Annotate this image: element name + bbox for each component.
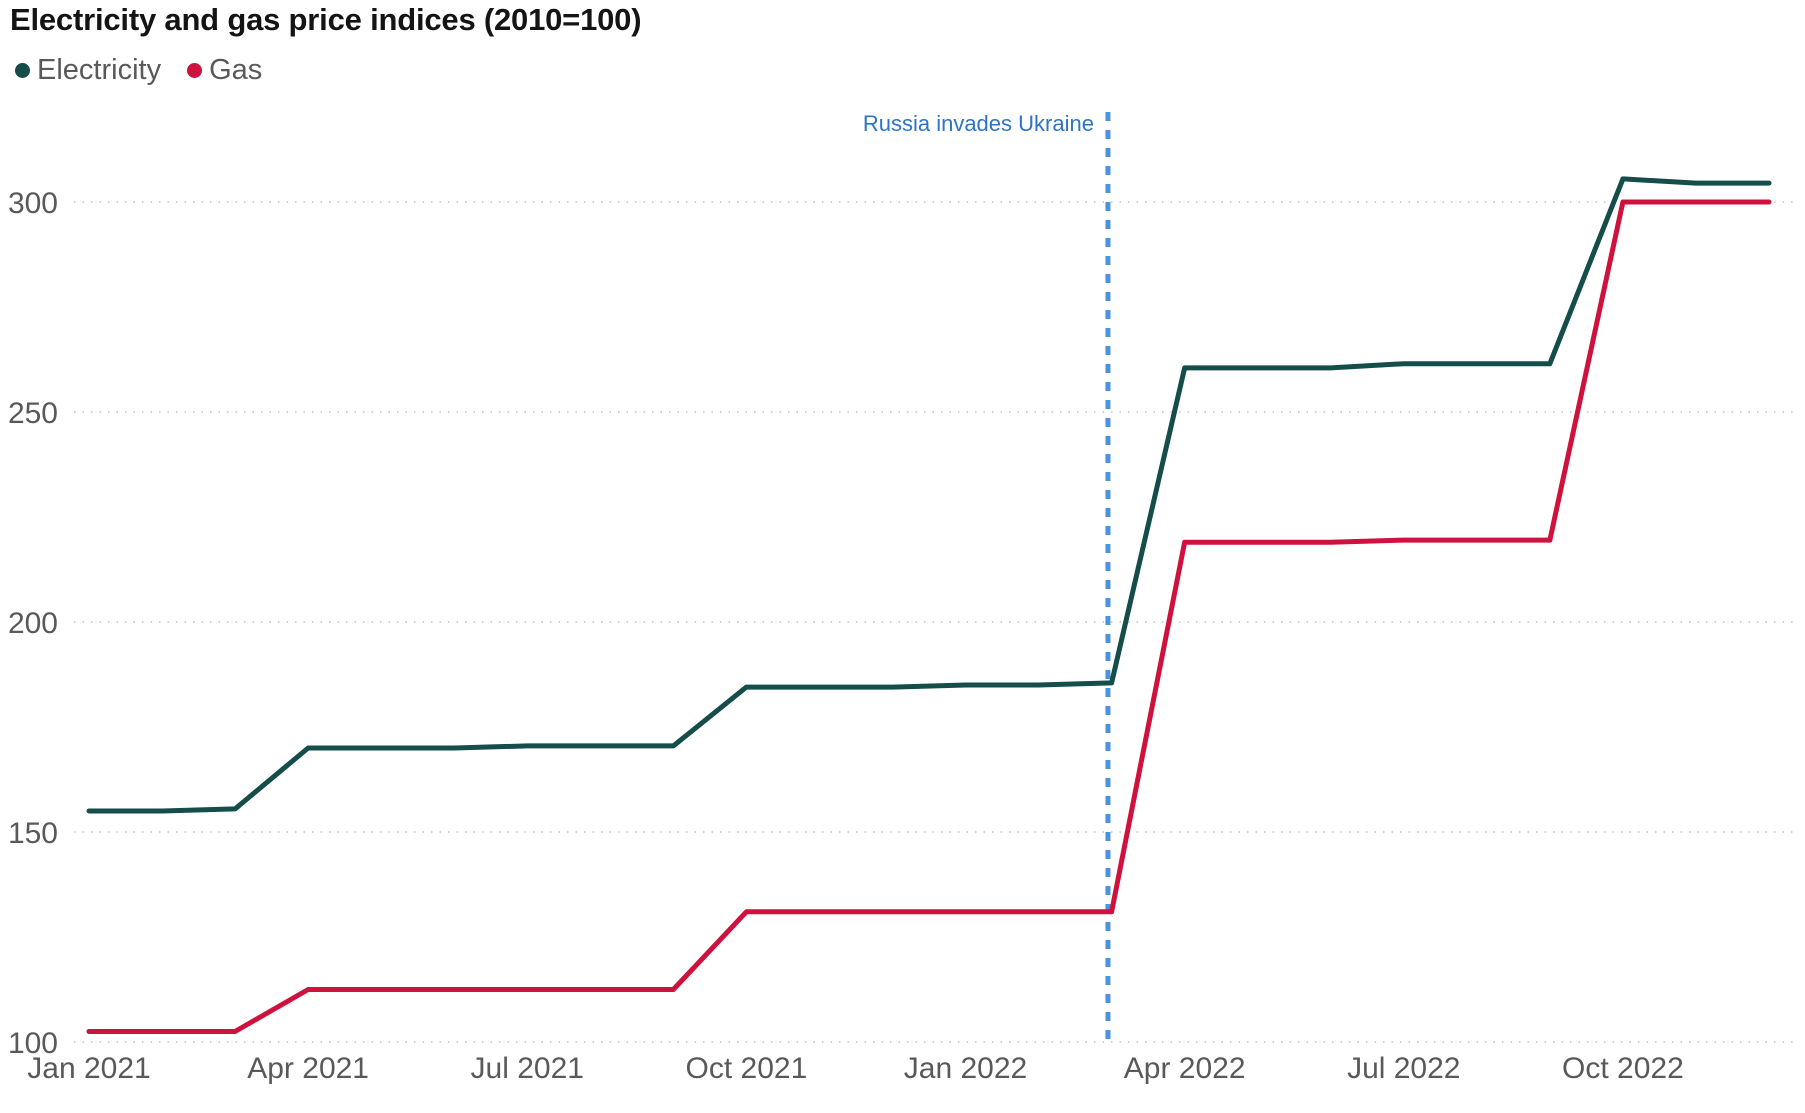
y-tick-label: 150 bbox=[8, 817, 58, 850]
legend-label-electricity: Electricity bbox=[37, 54, 162, 86]
x-tick-label: Jan 2021 bbox=[27, 1052, 150, 1085]
legend: Electricity Gas bbox=[15, 54, 262, 87]
legend-label-gas: Gas bbox=[209, 54, 263, 86]
event-annotation: Russia invades Ukraine bbox=[863, 111, 1094, 136]
x-tick-label: Jul 2021 bbox=[471, 1052, 584, 1085]
x-tick-label: Apr 2022 bbox=[1124, 1052, 1246, 1085]
x-tick-label: Jan 2022 bbox=[904, 1052, 1027, 1085]
x-tick-label: Apr 2021 bbox=[247, 1052, 369, 1085]
y-tick-label: 250 bbox=[8, 397, 58, 430]
legend-item-electricity[interactable]: Electricity bbox=[15, 54, 161, 87]
electricity-series-swatch-icon bbox=[15, 63, 30, 78]
chart-title: Electricity and gas price indices (2010=… bbox=[10, 2, 642, 37]
y-tick-label: 100 bbox=[8, 1027, 58, 1060]
legend-item-gas[interactable]: Gas bbox=[187, 54, 262, 87]
x-tick-label: Jul 2022 bbox=[1347, 1052, 1460, 1085]
electricity-line[interactable] bbox=[86, 176, 1772, 814]
x-tick-label: Oct 2021 bbox=[686, 1052, 808, 1085]
y-tick-label: 300 bbox=[8, 187, 58, 220]
gas-series-swatch-icon bbox=[187, 63, 203, 78]
gas-line[interactable] bbox=[86, 199, 1772, 1034]
y-tick-label: 200 bbox=[8, 607, 58, 640]
x-tick-label: Oct 2022 bbox=[1562, 1052, 1684, 1085]
